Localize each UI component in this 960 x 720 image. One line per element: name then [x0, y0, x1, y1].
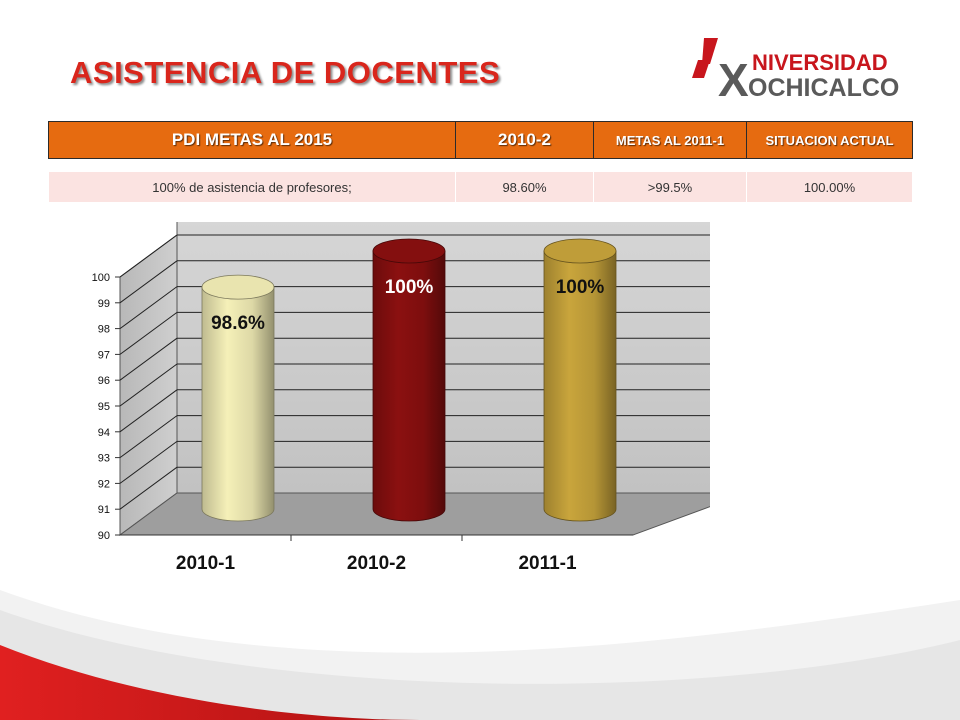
university-logo: X NIVERSIDAD OCHICALCO	[692, 38, 899, 104]
gridline	[119, 286, 178, 330]
header-pdi: PDI METAS AL 2015	[48, 121, 456, 159]
y-tick-label: 92	[98, 478, 110, 490]
header-metas: METAS AL 2011-1	[593, 121, 747, 159]
y-tick-label: 100	[92, 272, 110, 284]
gridline	[119, 389, 178, 433]
x-tick-label: 2010-1	[176, 553, 236, 574]
cell-2010-2: 98.60%	[455, 172, 594, 202]
logo-line2: OCHICALCO	[748, 74, 899, 102]
gridline	[119, 466, 178, 510]
header-situacion: SITUACION ACTUAL	[746, 121, 913, 159]
header-2010-2: 2010-2	[455, 121, 594, 159]
goals-table: PDI METAS AL 2015 2010-2 METAS AL 2011-1…	[48, 121, 913, 202]
svg-text:X: X	[718, 54, 749, 104]
bar-2011-1: 100%	[543, 238, 617, 522]
y-tick-label: 96	[98, 375, 110, 387]
gridline	[119, 260, 178, 304]
data-label: 100%	[556, 277, 605, 298]
bar-top	[201, 274, 275, 300]
table-row: 100% de asistencia de profesores; 98.60%…	[48, 172, 913, 202]
gridline	[119, 363, 178, 407]
gridline	[119, 440, 178, 484]
bar-2010-2: 100%	[372, 238, 446, 522]
gridline	[119, 337, 178, 381]
cell-situacion: 100.00%	[746, 172, 913, 202]
gridline	[119, 234, 178, 278]
y-tick-label: 94	[98, 427, 110, 439]
bar-body	[372, 250, 446, 522]
bar-body	[201, 286, 275, 522]
page-title: ASISTENCIA DE DOCENTES	[70, 55, 501, 90]
bar-top	[543, 238, 617, 264]
y-tick-label: 97	[98, 349, 110, 361]
y-tick-label: 99	[98, 298, 110, 310]
data-label: 100%	[385, 277, 434, 298]
y-tick-label: 95	[98, 401, 110, 413]
cell-goal: 100% de asistencia de profesores;	[48, 172, 456, 202]
logo-line1: NIVERSIDAD	[752, 50, 888, 75]
bar-body	[543, 250, 617, 522]
cell-metas: >99.5%	[593, 172, 747, 202]
y-tick-label: 98	[98, 324, 110, 336]
x-tick-label: 2011-1	[518, 553, 577, 574]
gridline	[119, 415, 178, 459]
bar-top	[372, 238, 446, 264]
x-tick-label: 2010-2	[347, 553, 406, 574]
y-tick-label: 93	[98, 453, 110, 465]
data-label: 98.6%	[211, 313, 265, 334]
attendance-chart: 90 91 92 93 94 95 96 97 98 99 100 98.6% 100% 100% 20…	[92, 222, 710, 574]
y-tick-label: 91	[98, 504, 110, 516]
gridline	[119, 311, 178, 355]
y-tick-label: 90	[98, 530, 110, 542]
bar-2010-1: 98.6%	[201, 274, 275, 522]
table-header-row: PDI METAS AL 2015 2010-2 METAS AL 2011-1…	[48, 121, 913, 159]
